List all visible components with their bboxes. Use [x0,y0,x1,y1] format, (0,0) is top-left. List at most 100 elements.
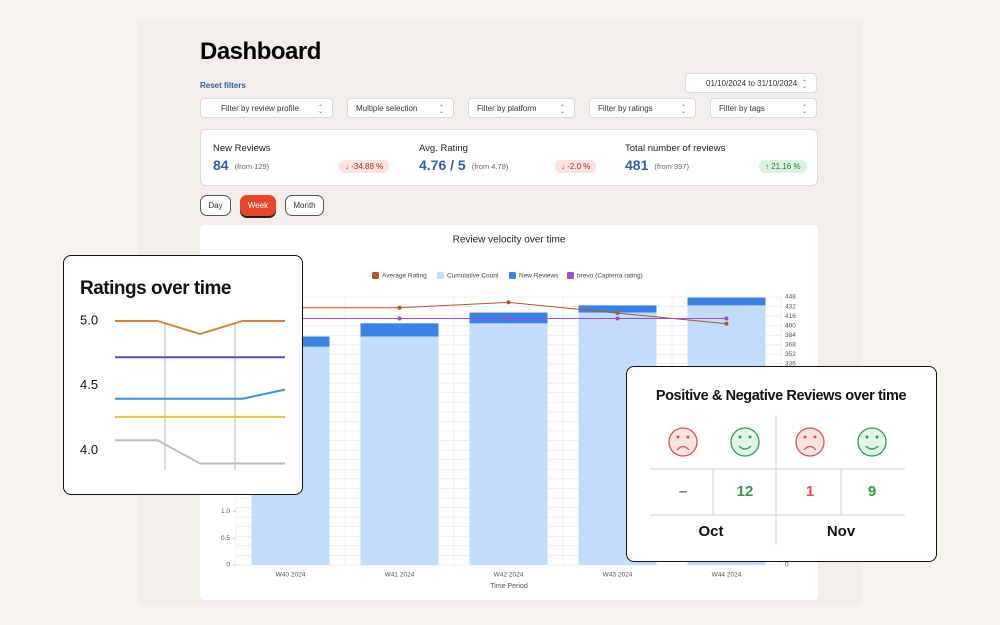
stat-value: 84 [213,157,229,173]
trend-arrow: ↓ [561,162,568,171]
y2-tick-label: 448 [785,294,796,301]
legend-swatch [437,272,444,279]
bar [360,323,439,337]
x-tick-label: W44 2024 [712,572,742,579]
bar [469,323,548,565]
reset-link[interactable]: Reset filters [200,81,246,90]
y2-tick-label: 0 [785,562,789,569]
mouth [738,445,752,450]
filter-text: Filter by tags [719,103,765,113]
date-text: 01/10/2024 to 31/10/2024 [706,78,798,88]
filter-select[interactable]: Filter by tags [710,98,817,118]
point [397,316,402,321]
filter-select[interactable]: Multiple selection [347,98,454,118]
y2-tick-label: 336 [785,361,796,368]
bar [360,336,439,565]
bar [578,305,657,313]
reviews-card [626,366,937,562]
eye [875,435,879,439]
point [615,311,620,316]
filter-select[interactable]: Filter by review profile [200,98,333,118]
x-tick-label: W43 2024 [603,572,633,579]
happy-face [857,427,887,457]
legend-label: Cumulative Count [447,273,499,280]
y-tick-label: 5.0 [80,312,98,327]
stat-change: ↑ 21.16 % [759,160,807,173]
period-button[interactable]: Day [200,195,231,216]
line [115,388,286,400]
month-label: Nov [827,523,856,540]
eye [865,435,869,439]
date-picker[interactable]: 01/10/2024 to 31/10/2024 [685,73,817,93]
stat-from: (from 4.78) [471,162,509,171]
y-tick-label: 0 [226,562,230,569]
trend-arrow: ↓ [345,162,352,171]
stat-label: New Reviews [213,143,271,154]
filter-text: Filter by ratings [598,103,653,113]
mouth [865,445,879,450]
stat-value: 481 [625,157,649,173]
eye [738,435,742,439]
y-tick-label: 1.0 [221,508,230,515]
change-text: -2.0 % [567,162,591,171]
legend-swatch [567,272,574,279]
point [724,316,729,321]
eye [748,435,752,439]
month-label: Oct [698,523,723,540]
x-tick-label: W42 2024 [494,572,524,579]
y2-tick-label: 400 [785,322,796,329]
filter-text: Filter by platform [477,103,537,113]
y2-tick-label: 416 [785,313,796,320]
positive-count: 12 [737,483,754,500]
line [115,319,285,335]
x-tick-label: W41 2024 [385,572,415,579]
stat-from: (from 397) [654,162,689,171]
point [724,321,729,326]
y2-tick-label: 352 [785,351,796,358]
filter-text: Filter by review profile [221,103,299,113]
point [397,305,402,310]
chart-title: Review velocity over time [453,235,566,246]
sad-face [668,427,698,457]
x-tick-label: W40 2024 [276,572,306,579]
y-tick-label: 4.0 [80,442,98,457]
negative-count: – [679,483,687,500]
bar [687,297,766,306]
stat-from: (from 129) [234,162,270,171]
point [615,316,620,321]
period-button[interactable]: Week [240,195,276,216]
filter-text: Multiple selection [356,103,418,113]
stats-card: New Reviews 84 (from 129) ↓ -34.88 % Avg. Ra… [200,129,818,186]
sad-face [795,427,825,457]
legend-label: brevo (Capterra rating) [577,273,643,280]
stat-change: ↓ -34.88 % [339,160,390,173]
y2-tick-label: 432 [785,303,796,310]
legend-swatch [372,272,379,279]
filter-select[interactable]: Filter by ratings [589,98,696,118]
y2-tick-label: 384 [785,332,796,339]
point [506,300,511,305]
trend-arrow: ↑ [765,162,772,171]
eye [686,435,690,439]
legend-label: Average Rating [382,273,427,280]
mouth [803,445,817,451]
eye [813,435,817,439]
mouth [676,445,690,451]
period-button[interactable]: Month [285,195,324,216]
filter-select[interactable]: Filter by platform [468,98,575,118]
legend-label: New Reviews [519,273,559,280]
eye [803,435,807,439]
legend-swatch [509,272,516,279]
change-text: -34.88 % [351,162,384,171]
page-title: Dashboard [200,38,321,65]
x-axis-label: Time Period [490,583,528,590]
point [506,316,511,321]
change-text: 21.16 % [771,162,801,171]
stat-value: 4.76 / 5 [419,157,466,173]
y-tick-label: 4.5 [80,377,98,392]
chart-title: Ratings over time [80,278,231,299]
negative-count: 1 [806,483,814,500]
